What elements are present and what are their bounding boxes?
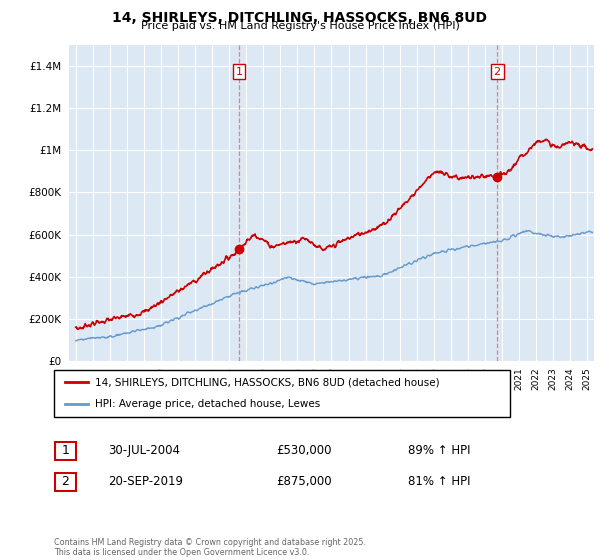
Text: Contains HM Land Registry data © Crown copyright and database right 2025.
This d: Contains HM Land Registry data © Crown c… bbox=[54, 538, 366, 557]
Text: £530,000: £530,000 bbox=[276, 444, 331, 458]
FancyBboxPatch shape bbox=[54, 370, 510, 417]
FancyBboxPatch shape bbox=[55, 473, 76, 491]
Text: 89% ↑ HPI: 89% ↑ HPI bbox=[408, 444, 470, 458]
Text: 20-SEP-2019: 20-SEP-2019 bbox=[108, 475, 183, 488]
Text: HPI: Average price, detached house, Lewes: HPI: Average price, detached house, Lewe… bbox=[95, 399, 320, 409]
Text: 14, SHIRLEYS, DITCHLING, HASSOCKS, BN6 8UD (detached house): 14, SHIRLEYS, DITCHLING, HASSOCKS, BN6 8… bbox=[95, 377, 440, 388]
Text: 81% ↑ HPI: 81% ↑ HPI bbox=[408, 475, 470, 488]
Text: 2: 2 bbox=[61, 475, 70, 488]
Text: Price paid vs. HM Land Registry's House Price Index (HPI): Price paid vs. HM Land Registry's House … bbox=[140, 21, 460, 31]
Text: 1: 1 bbox=[61, 444, 70, 458]
Text: 30-JUL-2004: 30-JUL-2004 bbox=[108, 444, 180, 458]
FancyBboxPatch shape bbox=[55, 442, 76, 460]
Text: £875,000: £875,000 bbox=[276, 475, 332, 488]
Text: 14, SHIRLEYS, DITCHLING, HASSOCKS, BN6 8UD: 14, SHIRLEYS, DITCHLING, HASSOCKS, BN6 8… bbox=[113, 11, 487, 25]
Text: 2: 2 bbox=[494, 67, 501, 77]
Text: 1: 1 bbox=[236, 67, 242, 77]
